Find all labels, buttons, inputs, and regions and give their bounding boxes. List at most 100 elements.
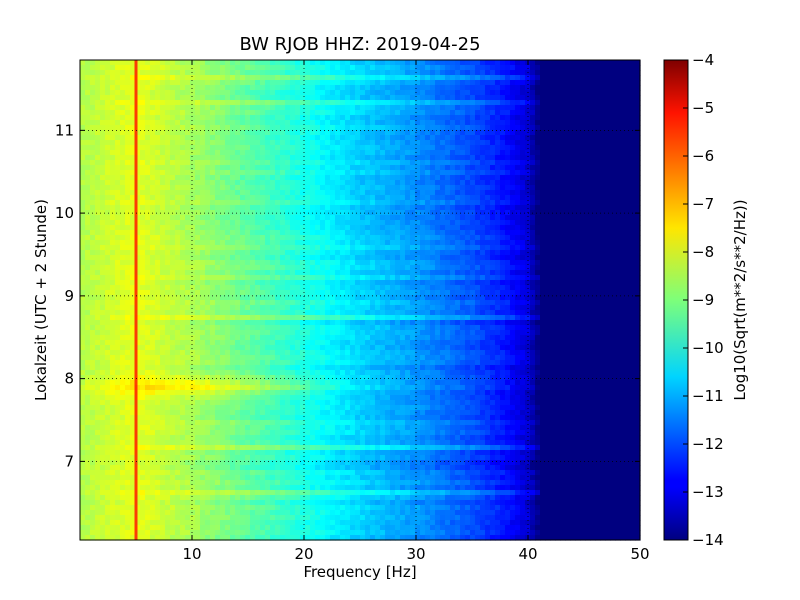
heatmap-cell (145, 215, 151, 221)
heatmap-cell (565, 170, 571, 176)
heatmap-cell (150, 75, 156, 81)
heatmap-cell (315, 225, 321, 231)
heatmap-cell (365, 115, 371, 121)
heatmap-cell (520, 225, 526, 231)
heatmap-cell (325, 95, 331, 101)
heatmap-cell (80, 60, 86, 66)
heatmap-cell (615, 230, 621, 236)
heatmap-cell (80, 205, 86, 211)
heatmap-cell (210, 255, 216, 261)
heatmap-cell (460, 255, 466, 261)
heatmap-cell (130, 190, 136, 196)
heatmap-cell (190, 250, 196, 256)
heatmap-cell (255, 120, 261, 126)
heatmap-cell (535, 150, 541, 156)
heatmap-cell (505, 65, 511, 71)
heatmap-cell (150, 115, 156, 121)
heatmap-cell (610, 230, 616, 236)
heatmap-cell (80, 175, 86, 181)
heatmap-cell (210, 225, 216, 231)
heatmap-cell (135, 200, 141, 206)
heatmap-cell (600, 65, 606, 71)
heatmap-cell (580, 175, 586, 181)
heatmap-cell (320, 270, 326, 276)
heatmap-cell (515, 225, 521, 231)
heatmap-cell (290, 185, 296, 191)
heatmap-cell (365, 250, 371, 256)
heatmap-cell (530, 195, 536, 201)
heatmap-cell (535, 215, 541, 221)
heatmap-cell (395, 190, 401, 196)
heatmap-cell (260, 265, 266, 271)
heatmap-cell (280, 155, 286, 161)
heatmap-cell (345, 65, 351, 71)
heatmap-cell (500, 260, 506, 266)
heatmap-cell (240, 280, 246, 286)
heatmap-cell (545, 210, 551, 216)
heatmap-cell (140, 105, 146, 111)
heatmap-cell (390, 140, 396, 146)
heatmap-cell (245, 240, 251, 246)
heatmap-cell (230, 250, 236, 256)
heatmap-cell (635, 105, 641, 111)
heatmap-cell (520, 215, 526, 221)
heatmap-cell (340, 175, 346, 181)
heatmap-cell (220, 205, 226, 211)
heatmap-cell (165, 240, 171, 246)
heatmap-cell (485, 185, 491, 191)
heatmap-cell (105, 165, 111, 171)
heatmap-cell (365, 105, 371, 111)
heatmap-cell (90, 270, 96, 276)
heatmap-cell (495, 150, 501, 156)
heatmap-cell (550, 245, 556, 251)
heatmap-cell (505, 130, 511, 136)
heatmap-cell (185, 275, 191, 281)
heatmap-cell (550, 220, 556, 226)
heatmap-cell (485, 195, 491, 201)
heatmap-cell (250, 200, 256, 206)
heatmap-cell (430, 90, 436, 96)
heatmap-cell (160, 110, 166, 116)
heatmap-cell (570, 60, 576, 66)
heatmap-cell (500, 130, 506, 136)
heatmap-cell (135, 145, 141, 151)
heatmap-cell (230, 70, 236, 76)
heatmap-cell (375, 115, 381, 121)
heatmap-cell (505, 85, 511, 91)
heatmap-cell (490, 90, 496, 96)
heatmap-cell (405, 195, 411, 201)
heatmap-cell (340, 210, 346, 216)
heatmap-cell (285, 75, 291, 81)
heatmap-cell (355, 230, 361, 236)
heatmap-cell (400, 120, 406, 126)
heatmap-cell (80, 85, 86, 91)
heatmap-cell (540, 130, 546, 136)
heatmap-cell (510, 190, 516, 196)
heatmap-cell (300, 170, 306, 176)
heatmap-cell (500, 225, 506, 231)
heatmap-cell (335, 90, 341, 96)
heatmap-cell (570, 125, 576, 131)
heatmap-cell (300, 140, 306, 146)
heatmap-cell (160, 80, 166, 86)
heatmap-cell (485, 215, 491, 221)
heatmap-cell (500, 95, 506, 101)
heatmap-cell (280, 120, 286, 126)
heatmap-cell (190, 220, 196, 226)
heatmap-cell (110, 215, 116, 221)
heatmap-cell (185, 60, 191, 66)
heatmap-cell (525, 165, 531, 171)
heatmap-cell (330, 200, 336, 206)
heatmap-cell (545, 145, 551, 151)
heatmap-cell (215, 65, 221, 71)
heatmap-cell (570, 200, 576, 206)
heatmap-cell (460, 225, 466, 231)
heatmap-cell (250, 170, 256, 176)
heatmap-cell (595, 105, 601, 111)
heatmap-cell (160, 215, 166, 221)
heatmap-cell (530, 275, 536, 281)
heatmap-cell (520, 245, 526, 251)
heatmap-cell (440, 265, 446, 271)
heatmap-cell (210, 100, 216, 106)
heatmap-cell (620, 95, 626, 101)
